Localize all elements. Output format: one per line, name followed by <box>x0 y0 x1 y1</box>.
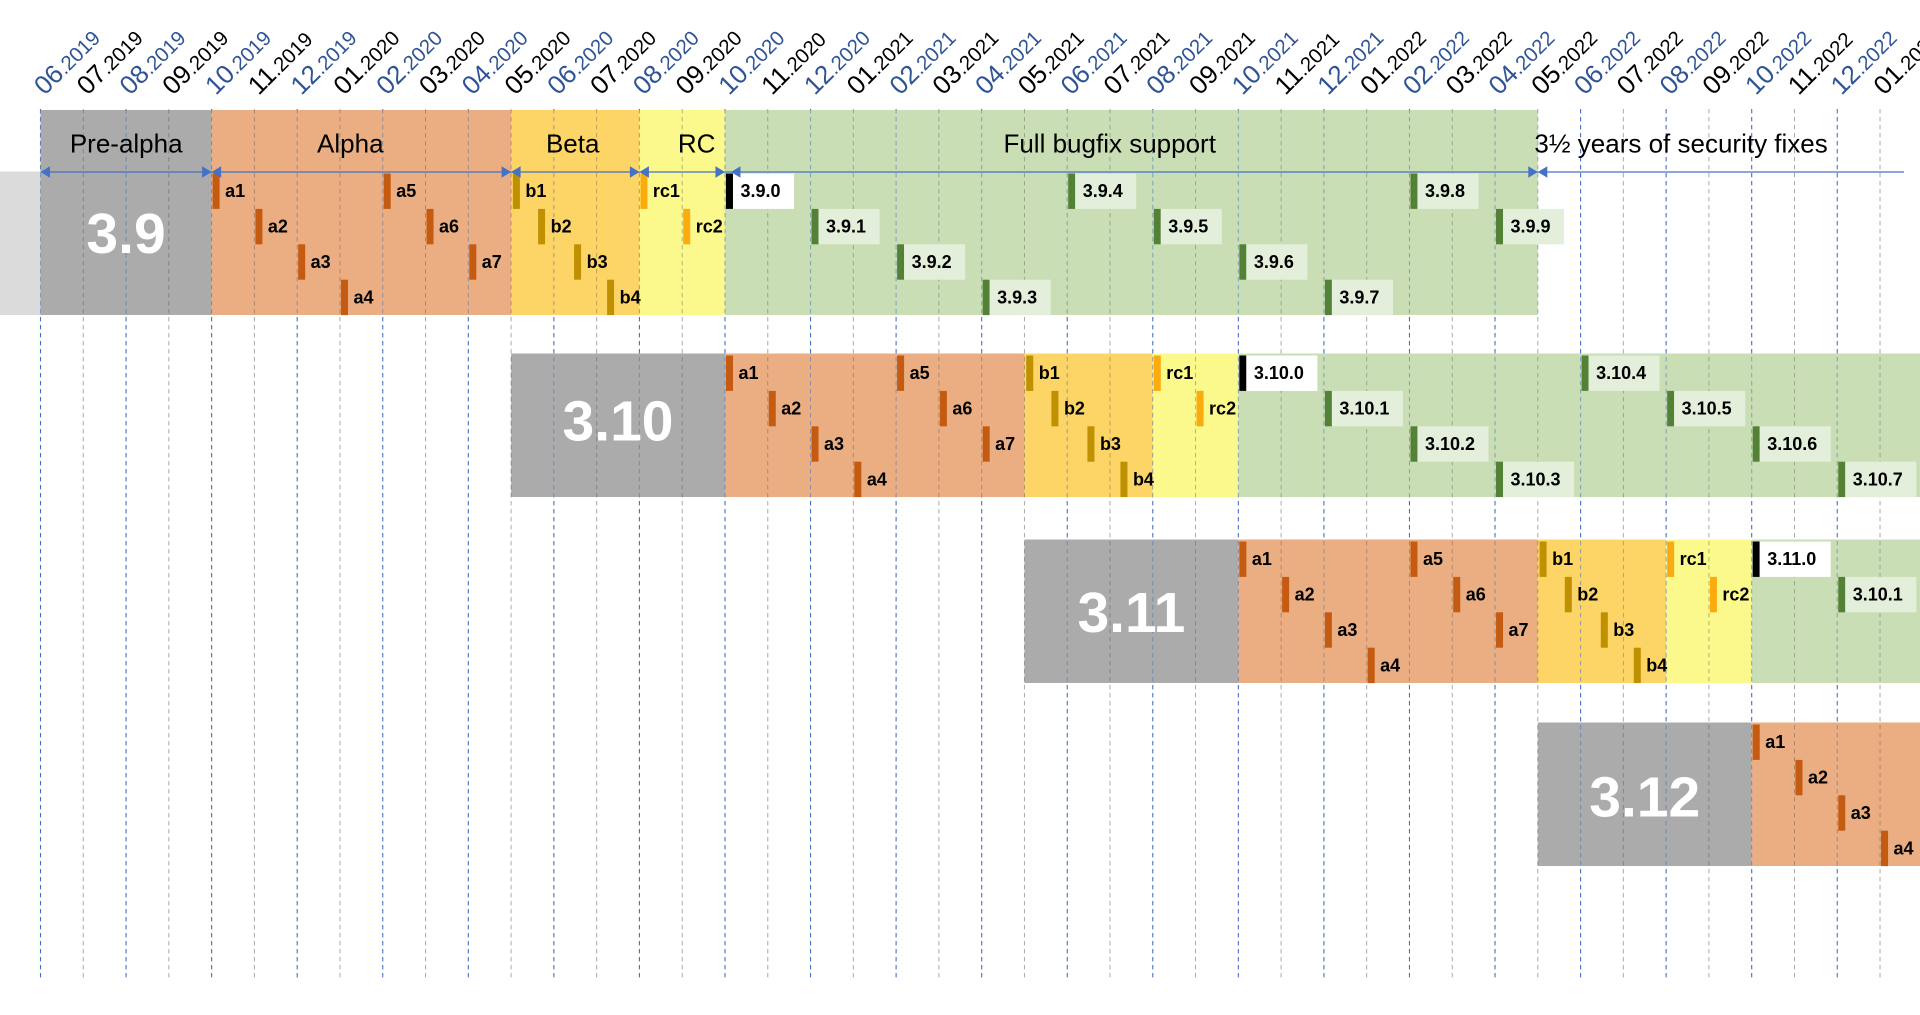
svg-text:a1: a1 <box>1252 549 1272 569</box>
svg-text:3.10.0: 3.10.0 <box>1254 363 1304 383</box>
svg-text:3.10.4: 3.10.4 <box>1596 363 1646 383</box>
svg-text:Alpha: Alpha <box>317 129 384 159</box>
svg-text:a2: a2 <box>1808 768 1828 788</box>
svg-text:a4: a4 <box>353 287 373 307</box>
svg-text:rc2: rc2 <box>696 217 723 237</box>
svg-text:3½ years of security fixes: 3½ years of security fixes <box>1534 129 1827 159</box>
svg-text:a5: a5 <box>910 363 930 383</box>
svg-text:3.10.2: 3.10.2 <box>1425 434 1475 454</box>
svg-text:3.9.2: 3.9.2 <box>912 252 952 272</box>
svg-text:3.10: 3.10 <box>563 390 674 454</box>
svg-text:a1: a1 <box>225 181 245 201</box>
svg-text:3.10.7: 3.10.7 <box>1853 469 1903 489</box>
svg-text:3.10.3: 3.10.3 <box>1511 469 1561 489</box>
svg-text:a1: a1 <box>1765 732 1785 752</box>
svg-text:a3: a3 <box>1851 803 1871 823</box>
svg-text:Pre-alpha: Pre-alpha <box>70 129 183 159</box>
svg-text:rc1: rc1 <box>653 181 680 201</box>
svg-text:a5: a5 <box>1423 549 1443 569</box>
svg-text:a3: a3 <box>1337 620 1357 640</box>
svg-text:b4: b4 <box>1133 469 1154 489</box>
svg-text:a3: a3 <box>824 434 844 454</box>
svg-text:3.9.4: 3.9.4 <box>1083 181 1123 201</box>
svg-text:a1: a1 <box>738 363 758 383</box>
svg-text:Beta: Beta <box>546 129 600 159</box>
svg-text:rc2: rc2 <box>1722 585 1749 605</box>
svg-text:b3: b3 <box>587 252 608 272</box>
svg-text:3.10.1: 3.10.1 <box>1339 399 1389 419</box>
svg-text:b2: b2 <box>1064 399 1085 419</box>
svg-text:3.10.6: 3.10.6 <box>1767 434 1817 454</box>
svg-text:3.9.0: 3.9.0 <box>740 181 780 201</box>
svg-text:3.9.9: 3.9.9 <box>1511 217 1551 237</box>
svg-text:3.9: 3.9 <box>86 202 165 266</box>
svg-text:a7: a7 <box>995 434 1015 454</box>
svg-text:rc1: rc1 <box>1680 549 1707 569</box>
svg-text:a6: a6 <box>1466 585 1486 605</box>
svg-text:a2: a2 <box>268 217 288 237</box>
svg-text:3.9.8: 3.9.8 <box>1425 181 1465 201</box>
svg-text:a7: a7 <box>1509 620 1529 640</box>
svg-text:3.10.1: 3.10.1 <box>1853 585 1903 605</box>
svg-text:a2: a2 <box>1295 585 1315 605</box>
svg-text:b1: b1 <box>525 181 546 201</box>
svg-text:3.9.7: 3.9.7 <box>1339 287 1379 307</box>
svg-text:a6: a6 <box>439 217 459 237</box>
svg-text:RC: RC <box>678 129 716 159</box>
svg-text:3.10.5: 3.10.5 <box>1682 399 1732 419</box>
svg-text:a4: a4 <box>1380 655 1400 675</box>
svg-text:b4: b4 <box>620 287 641 307</box>
svg-text:b4: b4 <box>1646 655 1667 675</box>
svg-text:a2: a2 <box>781 399 801 419</box>
svg-text:rc1: rc1 <box>1166 363 1193 383</box>
svg-text:a4: a4 <box>867 469 887 489</box>
svg-text:b3: b3 <box>1613 620 1634 640</box>
svg-text:a6: a6 <box>952 399 972 419</box>
svg-text:3.11.0: 3.11.0 <box>1767 549 1816 569</box>
svg-text:3.9.1: 3.9.1 <box>826 217 866 237</box>
svg-text:b1: b1 <box>1039 363 1060 383</box>
svg-text:Full bugfix support: Full bugfix support <box>1003 129 1216 159</box>
svg-text:b3: b3 <box>1100 434 1121 454</box>
svg-text:a4: a4 <box>1894 838 1914 858</box>
svg-text:rc2: rc2 <box>1209 399 1236 419</box>
svg-text:3.9.3: 3.9.3 <box>997 287 1037 307</box>
svg-text:b2: b2 <box>1577 585 1598 605</box>
svg-text:b2: b2 <box>551 217 572 237</box>
svg-text:a3: a3 <box>311 252 331 272</box>
svg-text:3.9.5: 3.9.5 <box>1168 217 1208 237</box>
svg-text:3.12: 3.12 <box>1589 765 1700 829</box>
svg-text:a5: a5 <box>396 181 416 201</box>
svg-text:b1: b1 <box>1552 549 1573 569</box>
svg-text:3.9.6: 3.9.6 <box>1254 252 1294 272</box>
svg-text:3.11: 3.11 <box>1077 581 1185 645</box>
svg-text:a7: a7 <box>482 252 502 272</box>
